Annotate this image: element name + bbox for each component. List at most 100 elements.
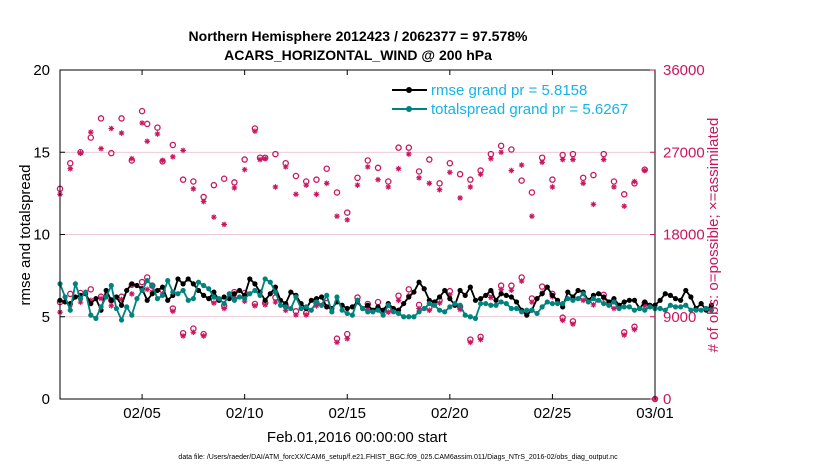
rmse-point — [231, 291, 237, 297]
totalspread-point — [113, 305, 120, 312]
obs-assimilated-marker — [303, 312, 310, 318]
totalspread-point — [519, 309, 525, 315]
obs-possible-marker — [179, 176, 187, 183]
y-right-tick-label: 36000 — [663, 62, 705, 79]
totalspread-point — [467, 314, 473, 320]
obs-possible-marker — [426, 156, 433, 163]
obs-possible-marker — [354, 174, 361, 182]
obs-assimilated-marker — [77, 299, 84, 305]
y-tick-label: 15 — [33, 144, 50, 161]
totalspread-point — [390, 309, 397, 315]
totalspread-point — [498, 299, 504, 305]
totalspread-point — [149, 282, 155, 289]
obs-assimilated-marker — [129, 291, 135, 297]
obs-assimilated-marker — [170, 308, 176, 315]
totalspread-point — [488, 302, 494, 308]
totalspread-point — [503, 300, 509, 307]
totalspread-point — [683, 302, 689, 308]
legend-rmse-marker — [406, 87, 412, 93]
totalspread-point — [170, 289, 176, 295]
obs-possible-marker — [405, 286, 413, 293]
obs-assimilated-marker — [231, 185, 238, 191]
totalspread-point — [647, 304, 653, 310]
totalspread-point — [77, 296, 84, 302]
totalspread-point — [616, 305, 622, 312]
totalspread-point — [621, 304, 627, 310]
totalspread-point — [493, 302, 499, 308]
x-axis-label: Feb.01,2016 00:00:00 start — [267, 429, 448, 446]
rmse-point — [344, 305, 350, 312]
obs-assimilated-marker — [405, 151, 412, 157]
totalspread-point — [549, 300, 556, 307]
totalspread-point — [406, 314, 412, 320]
rmse-point — [288, 289, 294, 295]
totalspread-point — [688, 307, 694, 313]
y-axis-right-label: # of obs: o=possible; ×=assimilated — [705, 118, 722, 353]
rmse-point — [688, 294, 694, 300]
obs-assimilated-marker — [508, 167, 515, 174]
obs-assimilated-marker — [539, 159, 545, 166]
totalspread-point — [678, 304, 684, 310]
rmse-point — [406, 294, 412, 300]
y-tick-label: 10 — [33, 227, 50, 244]
obs-possible-marker — [364, 157, 372, 164]
totalspread-point — [703, 305, 709, 312]
obs-assimilated-marker — [252, 128, 258, 135]
obs-assimilated-marker — [129, 155, 135, 162]
rmse-point — [534, 296, 540, 302]
rmse-point — [149, 291, 155, 297]
legend-rmse-label: rmse grand pr = 5.8158 — [431, 82, 587, 99]
obs-assimilated-marker — [180, 147, 186, 154]
rmse-point — [467, 284, 473, 290]
rmse-point — [401, 300, 407, 307]
obs-possible-marker — [272, 150, 279, 158]
obs-assimilated-marker — [118, 296, 125, 303]
totalspread-point — [657, 305, 663, 312]
obs-assimilated-marker — [354, 182, 361, 188]
obs-assimilated-marker — [590, 201, 597, 208]
totalspread-point — [334, 294, 340, 300]
totalspread-point — [375, 307, 381, 313]
rmse-point — [318, 294, 325, 300]
obs-assimilated-marker — [108, 125, 115, 132]
totalspread-point — [190, 296, 196, 302]
rmse-point — [672, 296, 679, 302]
totalspread-point — [601, 300, 607, 307]
obs-assimilated-marker — [98, 145, 104, 152]
totalspread-point — [529, 307, 535, 313]
obs-possible-marker — [118, 115, 125, 122]
rmse-point — [421, 286, 427, 292]
obs-possible-marker — [241, 156, 248, 163]
totalspread-point — [565, 296, 571, 302]
totalspread-point — [693, 307, 699, 313]
y-right-tick-label: 0 — [663, 391, 671, 408]
obs-possible-marker — [190, 178, 197, 185]
rmse-point — [524, 312, 530, 318]
rmse-point — [113, 294, 120, 300]
rmse-point — [206, 296, 212, 302]
totalspread-point — [221, 300, 227, 307]
totalspread-point — [626, 304, 632, 310]
rmse-point — [165, 297, 171, 303]
obs-assimilated-marker — [447, 292, 453, 298]
totalspread-point — [118, 317, 125, 323]
totalspread-point — [108, 282, 114, 289]
legend-totalspread-label: totalspread grand pr = 5.6267 — [431, 101, 628, 118]
totalspread-point — [672, 304, 679, 310]
obs-assimilated-marker — [488, 155, 494, 162]
totalspread-point — [267, 279, 273, 285]
rmse-point — [472, 297, 479, 303]
y-tick-label: 20 — [33, 62, 50, 79]
totalspread-point — [62, 294, 68, 300]
obs-possible-marker — [143, 120, 151, 128]
obs-possible-marker — [108, 149, 115, 157]
totalspread-point — [180, 287, 186, 294]
obs-assimilated-marker — [477, 336, 484, 343]
obs-assimilated-marker — [67, 165, 74, 172]
rmse-point — [308, 297, 314, 303]
totalspread-point — [365, 309, 371, 315]
obs-possible-marker — [154, 124, 161, 131]
totalspread-point — [154, 296, 161, 302]
obs-assimilated-marker — [257, 156, 263, 163]
obs-possible-marker — [610, 178, 618, 185]
